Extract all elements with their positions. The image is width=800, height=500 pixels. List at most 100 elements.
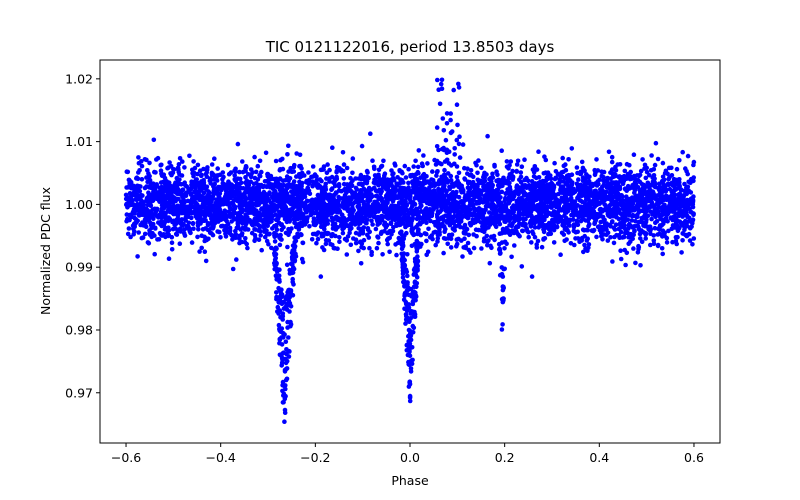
data-point (536, 208, 542, 214)
data-point (578, 198, 583, 204)
data-point (608, 224, 613, 229)
data-point (658, 188, 663, 193)
data-point (620, 214, 625, 220)
data-point (182, 227, 187, 232)
data-point (364, 209, 370, 215)
data-point (649, 153, 654, 158)
data-point (165, 233, 171, 239)
data-point (506, 213, 512, 218)
data-point (245, 245, 250, 251)
data-point (138, 212, 144, 217)
data-point (237, 240, 242, 246)
data-point (576, 177, 581, 182)
data-point (393, 242, 398, 247)
data-point (400, 170, 405, 176)
data-point (220, 170, 226, 175)
data-point (321, 208, 326, 213)
data-point (233, 204, 238, 210)
data-point (337, 239, 342, 245)
data-point (320, 245, 325, 250)
data-point (327, 207, 333, 213)
data-point (275, 194, 280, 199)
data-point (424, 252, 430, 258)
data-point (375, 215, 380, 220)
data-point (536, 180, 541, 186)
data-point (347, 230, 352, 236)
data-point (595, 179, 600, 184)
data-point (609, 154, 615, 160)
data-point (267, 219, 273, 225)
data-point (139, 177, 145, 182)
data-point (487, 188, 493, 194)
data-point (670, 239, 675, 245)
data-point (373, 226, 379, 232)
data-point (226, 171, 232, 177)
data-point (618, 256, 624, 262)
data-point (266, 232, 272, 237)
data-point (341, 176, 347, 181)
data-point (126, 226, 132, 231)
data-point (279, 222, 285, 227)
data-point (691, 236, 697, 241)
data-point (233, 178, 238, 183)
data-point (468, 250, 473, 255)
data-point (398, 191, 404, 197)
data-point (370, 222, 375, 227)
data-point (485, 133, 490, 139)
data-point (562, 238, 567, 244)
data-point (653, 220, 658, 226)
data-point (657, 224, 663, 230)
data-point (452, 228, 458, 233)
data-point (665, 181, 671, 186)
data-point (381, 158, 386, 164)
data-point (287, 217, 293, 223)
data-point (391, 177, 397, 183)
data-point (148, 212, 153, 217)
data-point (376, 240, 381, 246)
data-point (166, 165, 171, 170)
data-point (224, 226, 229, 231)
data-point (424, 231, 429, 237)
data-point (511, 204, 517, 210)
data-point (690, 219, 695, 224)
data-point (479, 165, 484, 171)
data-point (152, 233, 157, 238)
data-point (412, 174, 417, 180)
data-point (340, 150, 346, 155)
data-point (413, 158, 418, 164)
data-point (188, 209, 194, 214)
data-point (691, 194, 696, 199)
data-point (671, 193, 677, 198)
data-point (685, 232, 690, 238)
data-point (657, 231, 662, 237)
data-point (519, 164, 525, 169)
data-point (402, 163, 408, 169)
data-point (642, 166, 647, 171)
data-point (573, 236, 578, 241)
data-point (669, 226, 675, 232)
data-point (272, 207, 277, 213)
data-point (277, 242, 283, 248)
data-point (534, 242, 539, 247)
data-point (479, 188, 485, 194)
data-point (566, 172, 571, 178)
data-point (631, 173, 637, 179)
data-point (455, 178, 460, 184)
data-point (660, 204, 666, 209)
data-point (297, 179, 302, 185)
data-point (606, 149, 612, 155)
data-point (497, 208, 503, 214)
data-point (414, 206, 419, 212)
data-point (638, 263, 643, 268)
data-point (526, 229, 531, 235)
data-point (175, 186, 181, 192)
data-point (240, 200, 245, 206)
data-point (465, 240, 471, 246)
data-point (504, 164, 510, 170)
data-point (186, 186, 191, 192)
data-point (318, 201, 323, 207)
data-point (185, 225, 191, 230)
data-point (353, 176, 358, 181)
data-point (508, 159, 514, 164)
